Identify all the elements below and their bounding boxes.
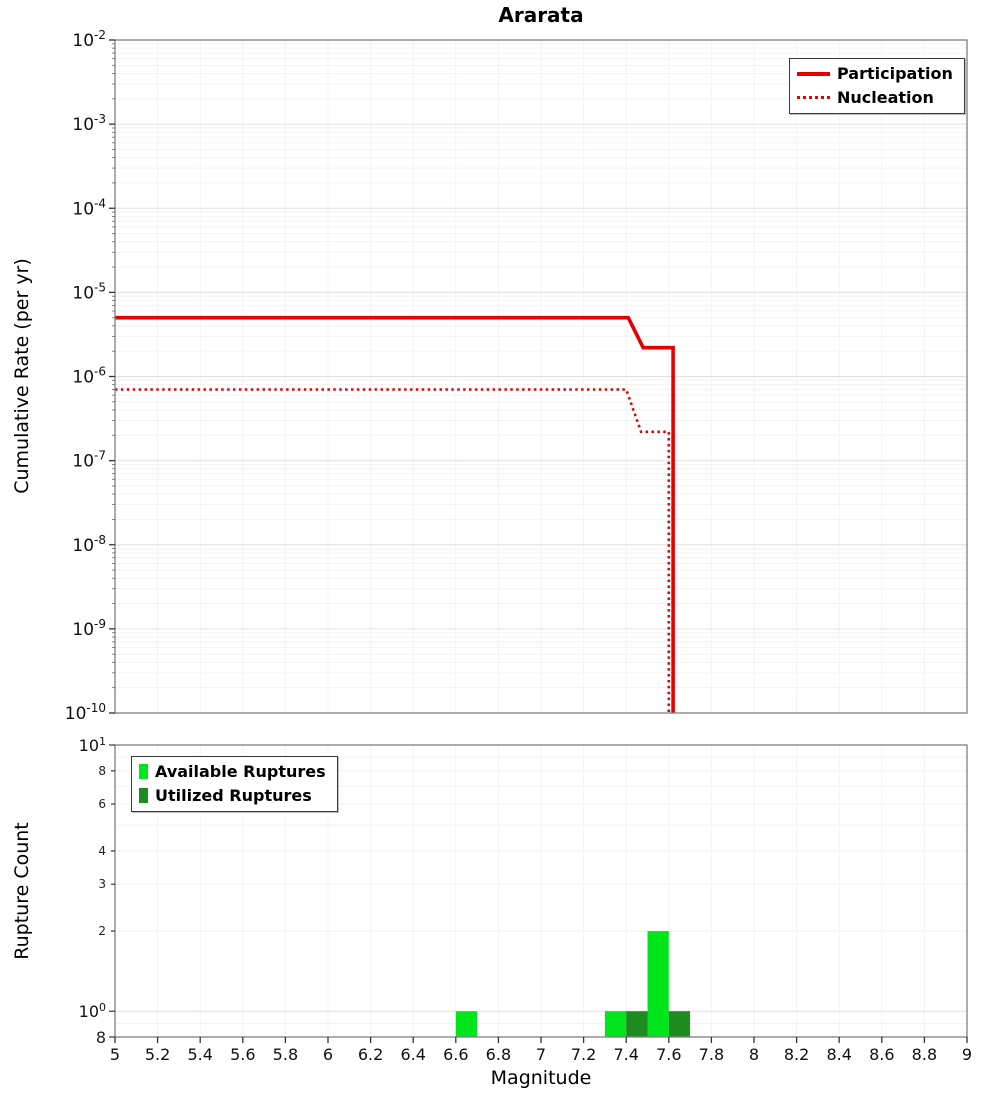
tick-label: 7.4 [613, 1045, 638, 1064]
tick-label: 8.4 [826, 1045, 851, 1064]
bottom-y-axis-label: Rupture Count [11, 822, 33, 960]
solid-line-icon [797, 71, 830, 76]
tick-label: 8 [98, 764, 106, 778]
rupture-count-bar [668, 1011, 691, 1037]
nucleation-legend-label: Nucleation [837, 88, 934, 107]
log-tick-label: 10-2 [72, 28, 106, 51]
tick-label: 5.8 [273, 1045, 298, 1064]
tick-label: 8.2 [784, 1045, 809, 1064]
participation-legend-label: Participation [837, 64, 953, 83]
tick-label: 6 [323, 1045, 333, 1064]
tick-label: 6 [98, 797, 106, 811]
tick-label: 6.4 [400, 1045, 425, 1064]
dotted-line-icon [797, 96, 830, 99]
rupture-count-bar [455, 1011, 478, 1037]
tick-label: 5.4 [187, 1045, 212, 1064]
tick-label: 4 [98, 844, 106, 858]
legend-item-available: Available Ruptures [139, 762, 326, 781]
available-swatch-icon [139, 764, 148, 779]
tick-label: 8 [96, 1028, 106, 1047]
tick-label: 9 [962, 1045, 972, 1064]
tick-label: 7.8 [699, 1045, 724, 1064]
legend-item-utilized: Utilized Ruptures [139, 786, 326, 805]
log-tick-label: 101 [79, 735, 106, 755]
rupture-count-bar [604, 1011, 627, 1037]
utilized-swatch-icon [139, 788, 148, 803]
tick-label: 8.6 [869, 1045, 894, 1064]
tick-label: 6.2 [358, 1045, 383, 1064]
log-tick-label: 100 [79, 1001, 106, 1021]
tick-label: 2 [98, 924, 106, 938]
tick-label: 5.2 [145, 1045, 170, 1064]
tick-label: 5.6 [230, 1045, 255, 1064]
available-legend-label: Available Ruptures [155, 762, 326, 781]
legend-item-participation: Participation [797, 64, 953, 83]
log-tick-label: 10-7 [72, 449, 106, 472]
rate-legend: Participation Nucleation [789, 58, 965, 114]
tick-label: 7.2 [571, 1045, 596, 1064]
tick-label: 8.8 [912, 1045, 937, 1064]
rupture-legend: Available Ruptures Utilized Ruptures [131, 756, 338, 812]
tick-label: 7.6 [656, 1045, 681, 1064]
x-axis-label: Magnitude [490, 1067, 592, 1089]
tick-label: 5 [110, 1045, 120, 1064]
nucleation-line [115, 388, 671, 713]
chart-title: Ararata [498, 3, 584, 27]
rupture-count-bar [647, 931, 669, 1037]
participation-line [115, 315, 675, 713]
tick-label: 3 [98, 877, 106, 891]
tick-label: 6.8 [486, 1045, 511, 1064]
tick-label: 7 [536, 1045, 546, 1064]
top-y-axis-label: Cumulative Rate (per yr) [11, 258, 33, 494]
log-tick-label: 10-8 [72, 533, 106, 556]
tick-label: 8 [749, 1045, 759, 1064]
log-tick-label: 10-3 [72, 112, 106, 135]
log-tick-label: 10-10 [65, 701, 106, 724]
legend-item-nucleation: Nucleation [797, 88, 953, 107]
tick-label: 6.6 [443, 1045, 468, 1064]
rupture-count-bar [626, 1011, 648, 1037]
log-tick-label: 10-5 [72, 280, 106, 303]
log-tick-label: 10-4 [72, 196, 106, 219]
log-tick-label: 10-6 [72, 365, 106, 388]
log-tick-label: 10-9 [72, 617, 106, 640]
utilized-legend-label: Utilized Ruptures [155, 786, 312, 805]
